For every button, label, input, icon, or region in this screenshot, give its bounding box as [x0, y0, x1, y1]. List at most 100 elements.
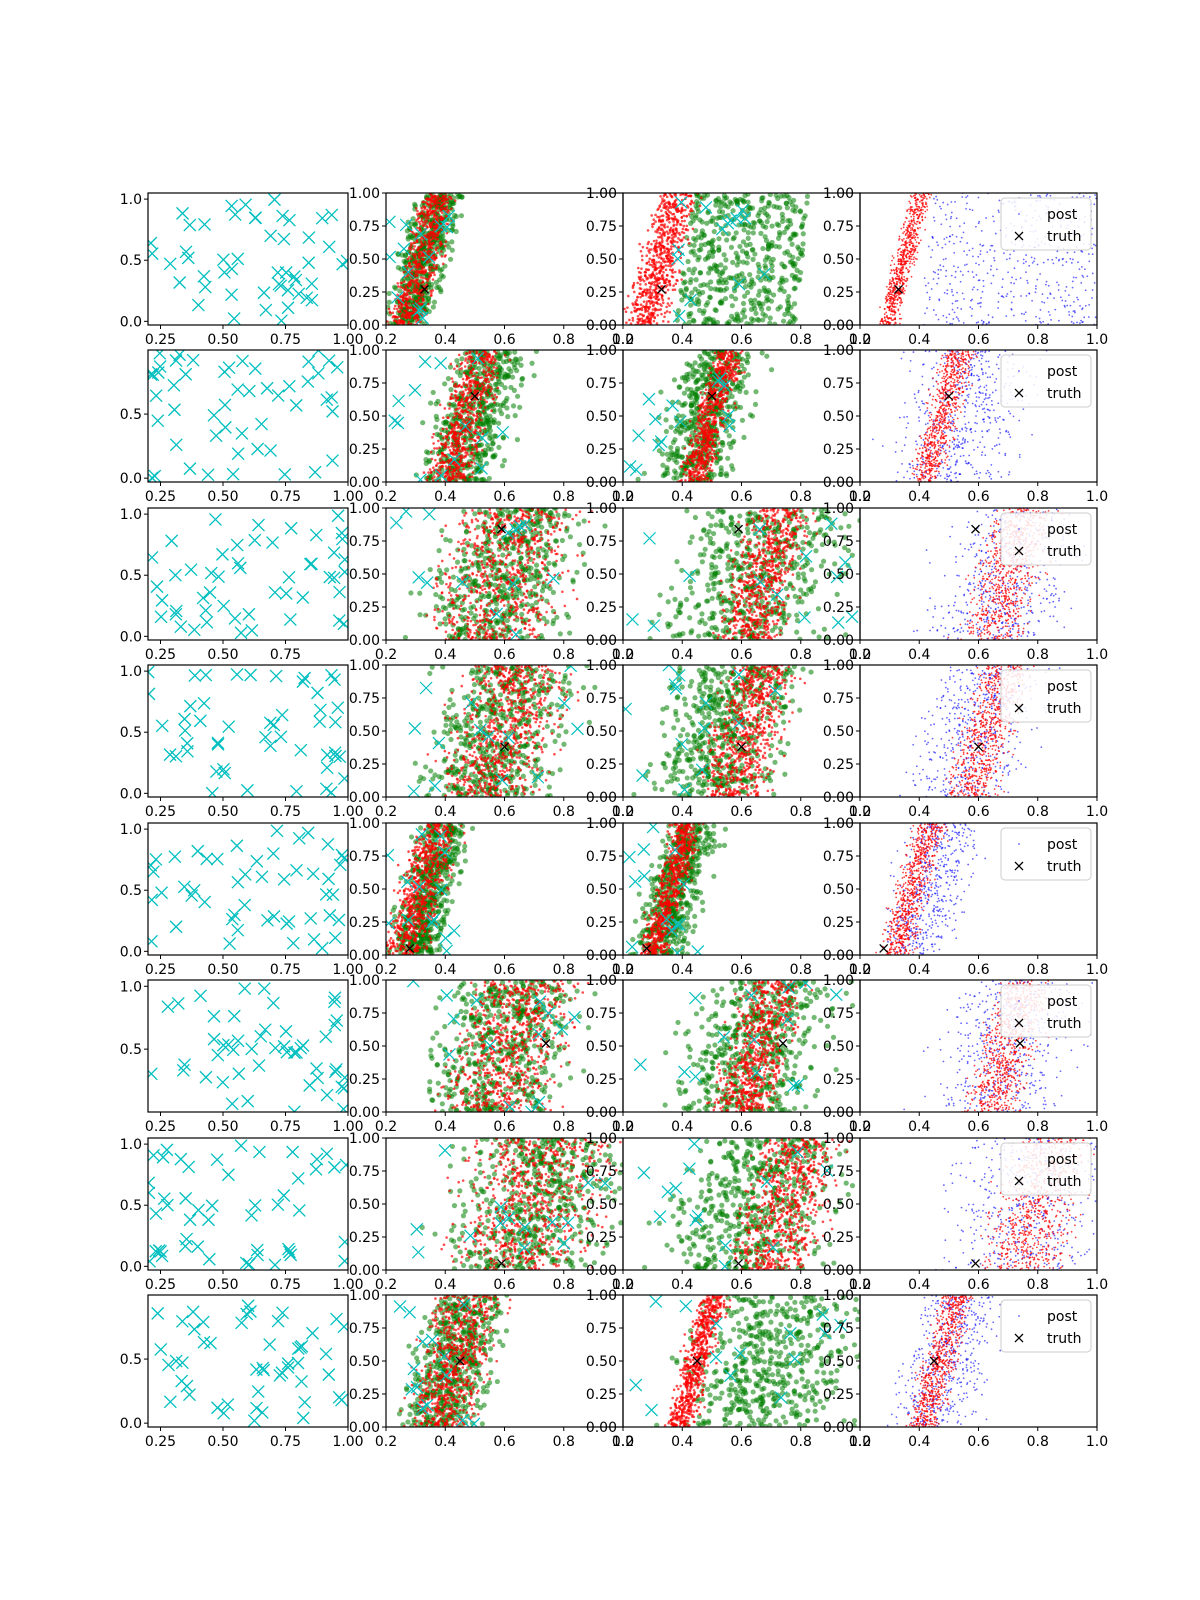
- red-point: [414, 314, 418, 318]
- green-point: [688, 249, 694, 255]
- red-point: [650, 214, 653, 217]
- green-point: [496, 420, 502, 426]
- red-point: [486, 355, 489, 358]
- red-point: [672, 223, 676, 227]
- green-point: [692, 252, 698, 258]
- red-point: [912, 229, 915, 232]
- cyan-x-marker: [231, 252, 245, 266]
- red-point: [430, 291, 433, 295]
- red-point: [436, 453, 440, 457]
- red-point: [467, 366, 471, 370]
- red-point: [436, 462, 439, 465]
- blue-point: [1101, 215, 1103, 217]
- red-point: [406, 297, 409, 300]
- red-point: [917, 220, 919, 223]
- red-point: [449, 476, 453, 480]
- blue-point: [932, 278, 935, 280]
- red-point: [408, 295, 411, 299]
- red-point: [667, 320, 670, 324]
- blue-point: [1087, 316, 1090, 318]
- red-point: [475, 381, 479, 385]
- red-point: [661, 219, 665, 223]
- green-point: [492, 387, 499, 393]
- red-point: [893, 313, 896, 316]
- blue-point: [955, 316, 958, 319]
- blue-point: [935, 195, 938, 198]
- red-point: [652, 303, 655, 307]
- green-point: [698, 246, 704, 253]
- red-point: [470, 425, 473, 429]
- red-point: [444, 443, 448, 446]
- red-point: [457, 446, 460, 450]
- red-point: [457, 403, 461, 407]
- blue-point: [928, 296, 931, 299]
- blue-point: [982, 321, 985, 324]
- blue-point: [1082, 276, 1085, 278]
- red-point: [908, 262, 911, 265]
- blue-point: [991, 244, 994, 247]
- green-point: [713, 202, 719, 208]
- green-point: [730, 259, 736, 265]
- red-point: [465, 416, 468, 420]
- green-point: [752, 251, 758, 257]
- green-point: [790, 207, 796, 213]
- red-point: [670, 245, 673, 248]
- red-point: [432, 271, 436, 274]
- red-point: [638, 242, 641, 246]
- red-point: [479, 397, 483, 401]
- red-point: [893, 286, 896, 289]
- red-point: [438, 465, 442, 469]
- red-point: [912, 195, 915, 197]
- red-point: [439, 215, 443, 218]
- blue-point: [975, 321, 978, 324]
- red-point: [915, 233, 918, 235]
- red-point: [462, 467, 466, 471]
- red-point: [903, 289, 906, 292]
- green-point: [689, 290, 695, 296]
- red-point: [908, 226, 910, 229]
- red-point: [459, 362, 463, 366]
- blue-point: [989, 268, 992, 271]
- red-point: [428, 202, 432, 205]
- red-point: [455, 364, 459, 368]
- blue-point: [957, 266, 959, 269]
- green-point: [437, 277, 443, 283]
- green-point: [447, 364, 454, 370]
- red-point: [659, 285, 663, 288]
- red-point: [472, 454, 476, 457]
- green-point: [693, 277, 699, 283]
- green-point: [533, 350, 540, 354]
- green-point: [448, 387, 454, 393]
- red-point: [647, 260, 651, 264]
- red-point: [411, 279, 414, 282]
- green-point: [688, 302, 694, 308]
- blue-point: [1080, 319, 1083, 322]
- red-point: [427, 210, 430, 213]
- blue-point: [1092, 243, 1095, 246]
- red-point: [893, 311, 896, 314]
- red-point: [894, 298, 897, 301]
- red-point: [895, 268, 898, 271]
- blue-point: [1038, 194, 1041, 197]
- axes-frame: [147, 349, 349, 483]
- blue-point: [941, 246, 944, 249]
- red-point: [472, 457, 475, 460]
- y-tick-label: 1.00: [349, 186, 380, 202]
- cyan-x-marker: [227, 312, 241, 325]
- red-point: [469, 452, 473, 456]
- red-point: [431, 466, 435, 469]
- green-point: [767, 193, 773, 198]
- blue-point: [1066, 251, 1069, 254]
- green-point: [703, 316, 709, 322]
- green-point: [518, 362, 524, 368]
- red-point: [447, 431, 451, 435]
- red-point: [449, 457, 453, 461]
- cyan-x-marker: [183, 218, 197, 232]
- blue-point: [982, 260, 985, 262]
- red-point: [651, 308, 655, 311]
- green-point: [696, 307, 703, 313]
- blue-point: [1071, 258, 1074, 261]
- red-point: [915, 205, 918, 208]
- red-point: [895, 282, 898, 285]
- red-point: [434, 266, 438, 270]
